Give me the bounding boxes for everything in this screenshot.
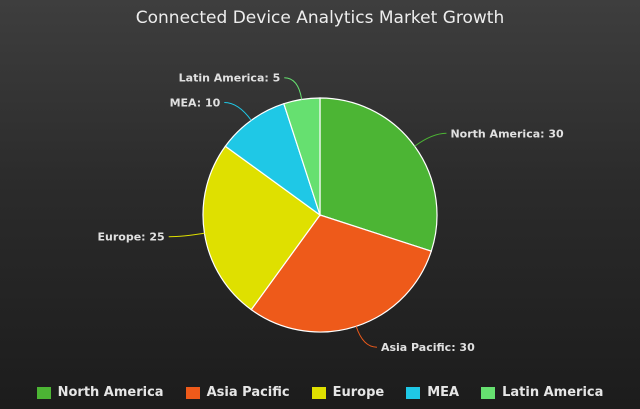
legend-label: North America [57,385,164,400]
data-label-mea: MEA: 10 [170,97,221,110]
legend-swatch [481,386,496,399]
legend-label: Asia Pacific [206,385,290,400]
legend-swatch [311,386,326,399]
legend: North America Asia Pacific Europe MEA La… [0,385,640,400]
legend-label: Europe [332,385,385,400]
chart-title: Connected Device Analytics Market Growth [135,8,505,28]
legend-swatch [36,386,51,399]
legend-item-north-america[interactable]: North America [36,385,164,400]
pie-slice-europe[interactable] [202,145,321,311]
data-label-asia-pacific: Asia Pacific: 30 [381,341,475,354]
legend-item-asia-pacific[interactable]: Asia Pacific [185,385,290,400]
pie-slice-mea[interactable] [224,102,322,217]
legend-item-latin-america[interactable]: Latin America [481,385,603,400]
leader-line-latin-america [284,77,303,100]
legend-item-mea[interactable]: MEA [406,385,459,400]
legend-swatch [185,386,200,399]
data-label-north-america: North America: 30 [450,127,564,140]
leader-line-mea [224,102,252,121]
leader-line-north-america [414,132,447,147]
leader-line-asia-pacific [355,326,377,348]
pie-slice-north-america[interactable] [319,97,438,252]
legend-item-europe[interactable]: Europe [311,385,385,400]
data-label-latin-america: Latin America: 5 [179,72,281,85]
leader-line-europe [168,232,205,238]
pie-slice-asia-pacific[interactable] [250,214,433,333]
legend-swatch [406,386,421,399]
legend-label: MEA [427,385,460,400]
pie-slice-latin-america[interactable] [283,97,321,216]
legend-label: Latin America [502,385,604,400]
data-label-europe: Europe: 25 [98,231,165,244]
